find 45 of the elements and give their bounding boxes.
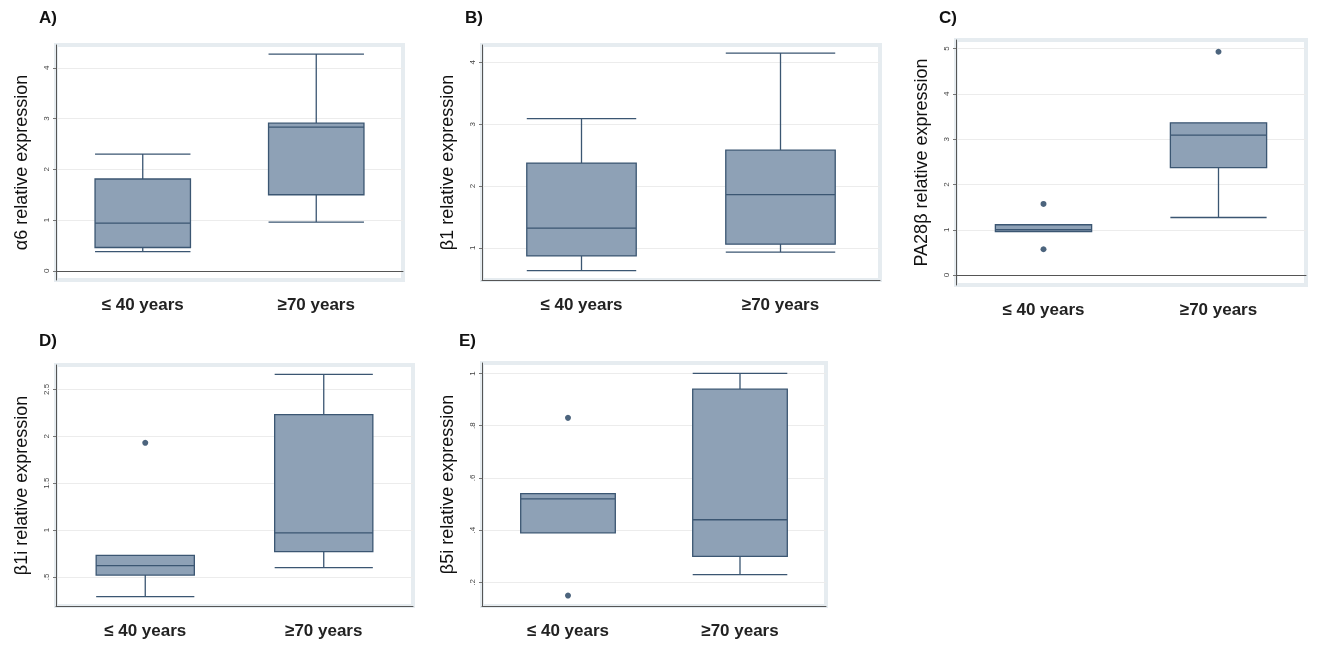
y-tick-label: 4	[467, 59, 477, 65]
chart-title: A)	[39, 8, 57, 27]
y-axis-title: α6 relative expression	[11, 74, 31, 251]
y-tick-label: 1	[467, 245, 477, 251]
chart-title: C)	[939, 8, 957, 27]
y-axis-title: PA28β relative expression	[911, 58, 931, 267]
x-tick-label: ≤ 40 years	[540, 295, 623, 314]
x-tick-label: ≤ 40 years	[104, 621, 187, 640]
y-tick-label: 4	[941, 91, 951, 97]
y-tick-label: .8	[467, 421, 477, 430]
x-tick-label: ≥70 years	[285, 621, 363, 640]
y-tick-label: 3	[941, 136, 951, 142]
y-tick-label: 1	[41, 527, 51, 533]
chart-title: E)	[459, 331, 476, 350]
x-tick-label: ≤ 40 years	[1002, 300, 1085, 319]
y-tick-label: .2	[467, 578, 477, 586]
y-tick-label: .4	[467, 526, 477, 534]
y-tick-label: 2.5	[41, 383, 51, 395]
y-tick-label: 2	[941, 181, 951, 187]
y-tick-label: 0	[941, 272, 951, 278]
y-tick-label: 5	[941, 45, 951, 51]
x-tick-label: ≤ 40 years	[526, 621, 610, 640]
y-axis-title: β1i relative expression	[11, 395, 31, 576]
x-tick-label: ≥70 years	[1179, 300, 1258, 319]
y-tick-label: 2	[467, 183, 477, 189]
y-tick-label: 3	[467, 121, 477, 127]
y-axis-title: β1 relative expression	[437, 74, 457, 251]
x-tick-label: ≥70 years	[741, 295, 820, 314]
x-tick-label: ≥70 years	[701, 621, 779, 640]
chart-title: D)	[39, 331, 57, 350]
y-tick-label: 4	[41, 65, 51, 71]
y-tick-label: 1	[467, 370, 477, 376]
chart-title: B)	[465, 8, 483, 27]
x-tick-label: ≥70 years	[277, 295, 355, 314]
x-tick-label: ≤ 40 years	[101, 295, 184, 314]
y-tick-label: 2	[41, 166, 51, 172]
y-tick-label: .5	[41, 573, 51, 581]
y-tick-label: .6	[467, 474, 477, 482]
y-tick-label: 2	[41, 433, 51, 439]
y-tick-label: 1.5	[41, 477, 51, 489]
y-axis-title: β5i relative expression	[437, 394, 457, 575]
y-tick-label: 1	[41, 217, 51, 223]
y-tick-label: 3	[41, 115, 51, 121]
y-tick-label: 1	[941, 226, 951, 232]
y-tick-label: 0	[41, 268, 51, 274]
